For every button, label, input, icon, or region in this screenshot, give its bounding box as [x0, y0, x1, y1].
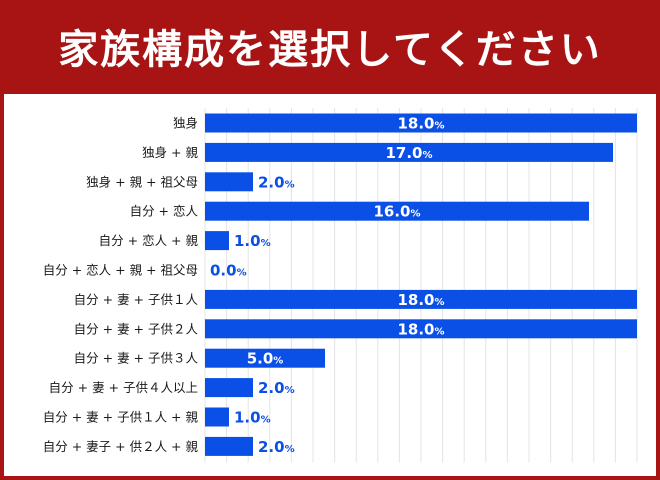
value-label: 1.0% [234, 409, 271, 427]
bar [205, 319, 637, 339]
value-label: 2.0% [258, 379, 295, 397]
category-label: 自分 + 妻 + 子供４人以上 [49, 380, 198, 395]
bar [205, 172, 253, 192]
value-label: 1.0% [234, 232, 271, 250]
value-label: 0.0% [210, 262, 247, 280]
category-label: 自分 + 妻 + 子供１人 + 親 [43, 410, 199, 425]
bar [205, 201, 589, 221]
category-label: 独身 [173, 116, 198, 131]
value-unit: % [273, 356, 283, 367]
value-label: 18.0% [397, 320, 444, 338]
category-label: 自分 + 妻 + 子供３人 [74, 351, 199, 366]
value-unit: % [434, 326, 444, 337]
bar [205, 231, 229, 251]
category-label: 自分 + 恋人 + 親 [99, 233, 199, 248]
value-label: 2.0% [258, 173, 295, 191]
bar [205, 142, 613, 162]
value-unit: % [261, 238, 271, 249]
value-unit: % [285, 385, 295, 396]
category-label: 自分 + 妻 + 子供２人 [74, 321, 199, 336]
chart-title: 家族構成を選択してください [58, 27, 602, 73]
bar [205, 289, 637, 309]
bar [205, 348, 325, 368]
value-label: 18.0% [397, 115, 444, 133]
category-label: 自分 + 恋人 + 親 + 祖父母 [43, 263, 198, 278]
header: 家族構成を選択してください [0, 0, 660, 92]
value-unit: % [410, 209, 420, 220]
category-label: 自分 + 妻 + 子供１人 [74, 292, 199, 307]
category-label: 独身 + 親 + 祖父母 [86, 174, 198, 189]
bar [205, 436, 253, 456]
value-unit: % [285, 179, 295, 190]
category-label: 自分 + 恋人 [130, 204, 199, 219]
value-unit: % [261, 415, 271, 426]
value-unit: % [434, 297, 444, 308]
category-label: 自分 + 妻子 + 供２人 + 親 [43, 439, 199, 454]
bar [205, 378, 253, 398]
value-label: 2.0% [258, 438, 295, 456]
value-unit: % [434, 121, 444, 132]
value-unit: % [285, 444, 295, 455]
bar [205, 113, 637, 133]
bar [205, 407, 229, 427]
value-label: 17.0% [385, 144, 432, 162]
value-unit: % [422, 150, 432, 161]
value-unit: % [237, 268, 247, 279]
chart-panel: 独身 18.0% 独身 + 親 17.0% 独身 + 親 + 祖父母 2.0% 自分 + 恋… [4, 94, 656, 476]
bar-chart: 独身 18.0% 独身 + 親 17.0% 独身 + 親 + 祖父母 2.0% 自分 + 恋… [43, 108, 638, 463]
value-label: 18.0% [397, 291, 444, 309]
category-label: 独身 + 親 [142, 145, 198, 160]
value-label: 16.0% [373, 203, 420, 221]
